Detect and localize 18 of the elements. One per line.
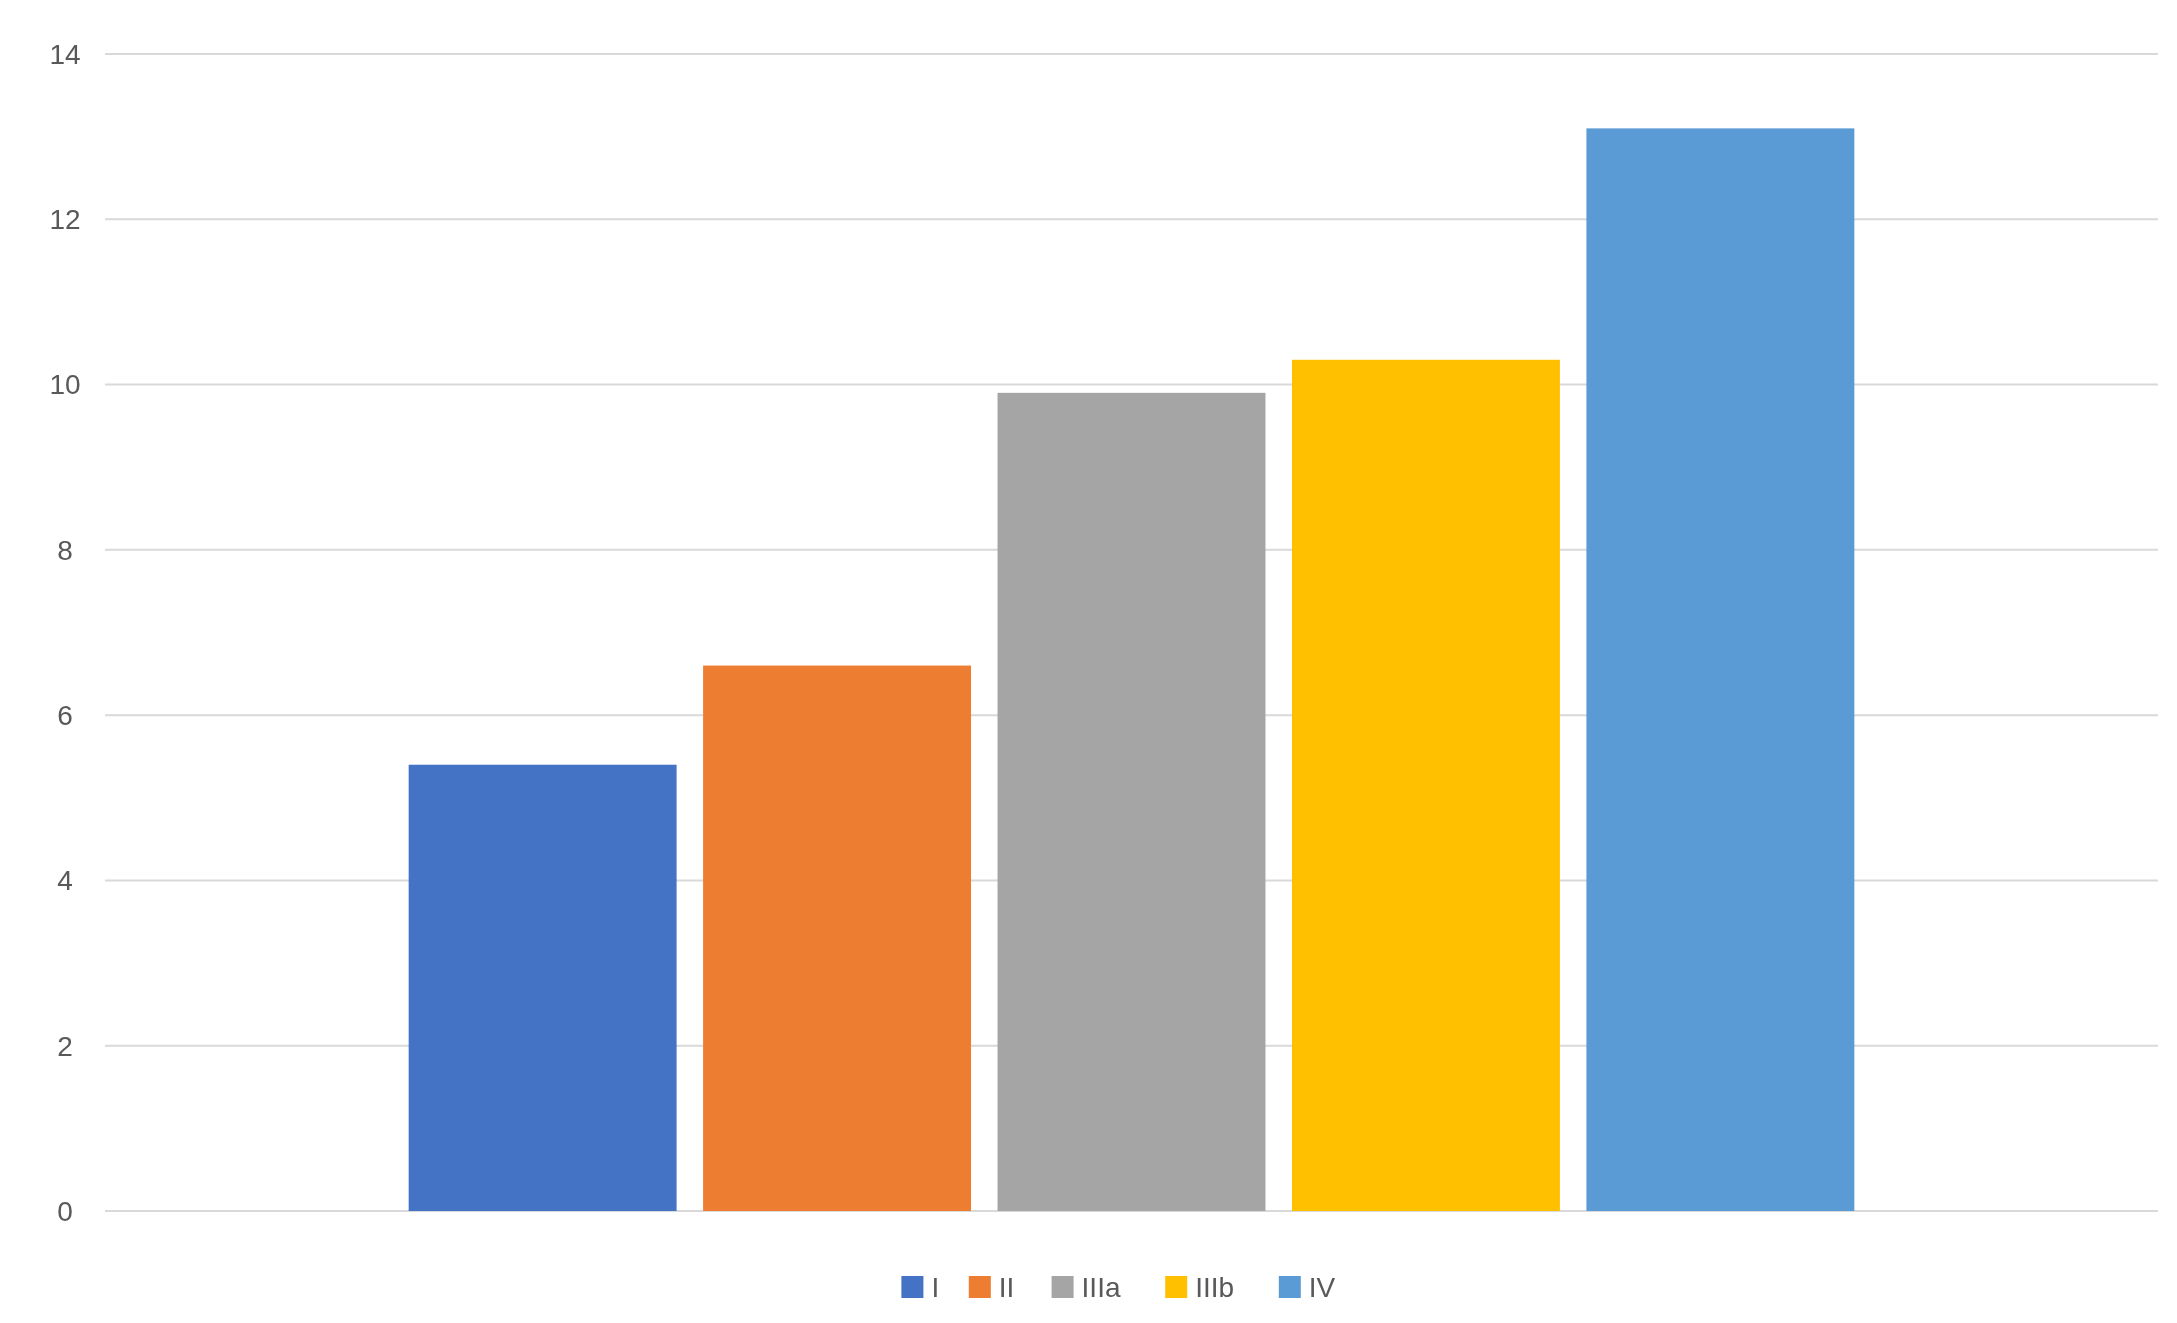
- y-tick-label: 10: [49, 369, 81, 401]
- y-tick-label: 14: [49, 38, 81, 70]
- y-tick-label: 6: [57, 699, 73, 731]
- legend-label: I: [931, 1271, 940, 1303]
- y-tick-label: 0: [57, 1195, 73, 1227]
- legend-label: IIIb: [1195, 1271, 1235, 1303]
- bar: [1291, 359, 1560, 1211]
- bar: [703, 665, 972, 1211]
- y-tick-label: 2: [57, 1030, 73, 1062]
- y-tick-label: 12: [49, 204, 81, 236]
- legend-label: IV: [1308, 1271, 1336, 1303]
- legend-label: IIIa: [1081, 1271, 1121, 1303]
- bar: [408, 764, 677, 1211]
- y-tick-label: 4: [57, 865, 73, 897]
- legend-label: II: [998, 1271, 1015, 1303]
- y-tick-label: 8: [57, 534, 73, 566]
- bar: [1586, 128, 1855, 1211]
- bar: [997, 392, 1266, 1211]
